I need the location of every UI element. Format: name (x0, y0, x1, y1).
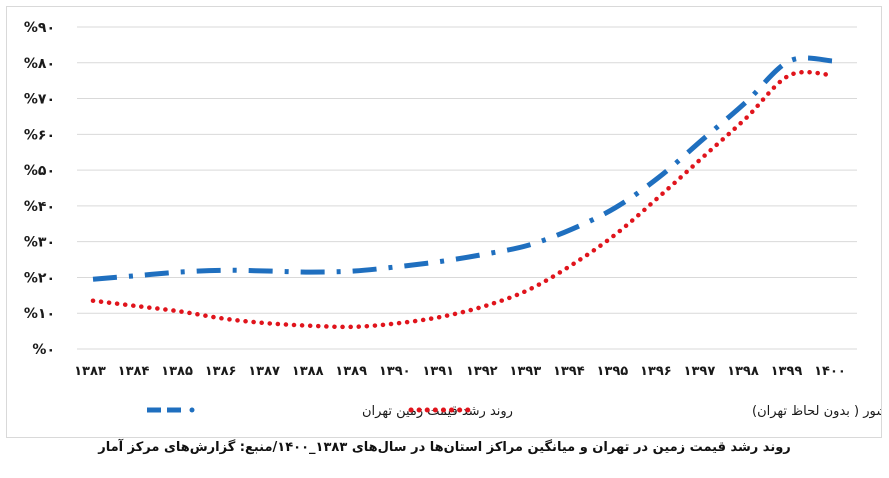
x-tick-label: ۱۳۹۴ (553, 364, 585, 379)
chart-frame: %۰ %۱۰ %۲۰ %۳۰ %۴۰ %۵۰ %۶۰ %۷۰ %۸۰ %۹۰ ۱۳۸۳ ۱۳۸۴ ۱۳… (6, 6, 882, 438)
x-tick-label: ۱۳۸۴ (118, 364, 150, 379)
y-tick-label: %۲۰ (24, 270, 55, 286)
x-tick-label: ۱۳۹۳ (509, 364, 541, 379)
y-tick-label: %۶۰ (24, 127, 55, 143)
x-tick-label: ۱۳۸۷ (248, 364, 280, 379)
x-tick-label: ۱۳۹۹ (771, 364, 803, 379)
x-tick-label: ۱۳۸۵ (161, 364, 193, 379)
x-tick-label: ۱۴۰۰ (814, 364, 846, 379)
legend-label-tehran: روند رشد قیمت زمین تهران (362, 404, 513, 419)
y-tick-label: %۰ (32, 342, 55, 358)
series-line-country (90, 69, 836, 330)
y-tick-label: %۸۰ (24, 56, 55, 72)
series-line-tehran (92, 55, 834, 282)
x-tick-label: ۱۳۸۳ (74, 364, 106, 379)
x-tick-label: ۱۳۹۸ (727, 364, 759, 379)
x-tick-label: ۱۳۸۸ (292, 364, 324, 379)
x-tick-label: ۱۳۹۱ (422, 364, 454, 379)
chart-caption: روند رشد قیمت زمین در تهران و میانگین مر… (98, 440, 791, 455)
x-tick-label: ۱۳۹۵ (596, 364, 628, 379)
x-tick-label: ۱۳۹۷ (684, 364, 716, 379)
y-tick-label: %۳۰ (24, 235, 55, 251)
x-tick-label: ۱۳۹۰ (379, 364, 411, 379)
y-tick-label: %۵۰ (24, 163, 55, 179)
legend-swatch-tehran-dot (189, 407, 195, 413)
legend: روند رشد قیمت زمین تهران روند رشد قیمت ز… (147, 404, 881, 419)
x-tick-label: ۱۳۸۶ (205, 364, 237, 379)
x-tick-label: ۱۳۸۹ (335, 364, 367, 379)
y-tick-label: %۴۰ (24, 199, 55, 215)
x-tick-label: ۱۳۹۲ (466, 364, 498, 379)
x-tick-label: ۱۳۹۶ (640, 364, 672, 379)
y-tick-label: %۹۰ (24, 20, 55, 36)
legend-label-country: روند رشد قیمت زمین کشور ( بدون لحاظ تهرا… (752, 404, 881, 419)
y-tick-label: %۷۰ (24, 92, 55, 108)
y-tick-label: %۱۰ (24, 306, 55, 322)
line-chart: %۰ %۱۰ %۲۰ %۳۰ %۴۰ %۵۰ %۶۰ %۷۰ %۸۰ %۹۰ ۱۳۸۳ ۱۳۸۴ ۱۳… (24, 20, 881, 419)
